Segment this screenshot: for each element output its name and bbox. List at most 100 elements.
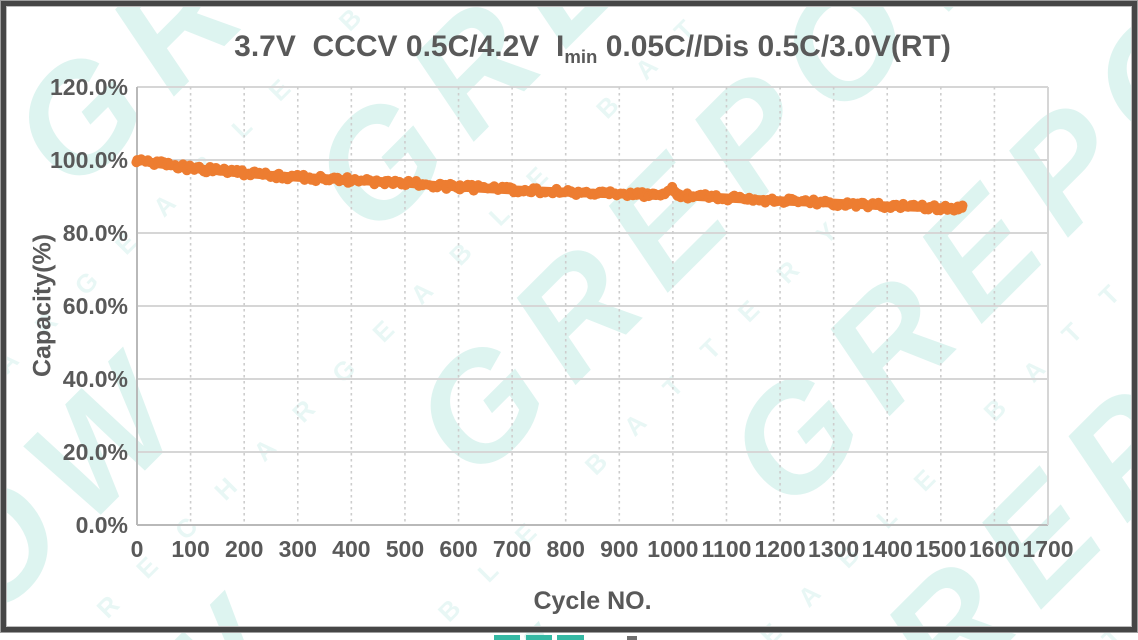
data-point [371, 175, 382, 186]
data-point [379, 179, 390, 190]
data-point [858, 197, 869, 208]
data-point [134, 155, 145, 166]
data-point [131, 157, 142, 168]
data-point [459, 182, 469, 193]
data-point [808, 195, 819, 206]
data-point [152, 156, 163, 167]
data-point [403, 175, 414, 186]
data-point [615, 188, 626, 199]
data-point [812, 199, 822, 210]
data-point [504, 182, 515, 193]
data-point [940, 200, 951, 211]
y-tick-label: 20.0% [62, 439, 128, 465]
data-point [767, 193, 778, 204]
x-tick-label: 200 [224, 536, 264, 562]
data-point [730, 192, 741, 203]
data-point [172, 163, 183, 174]
watermark-brand-text: GREPOW [0, 559, 329, 640]
data-point [184, 160, 195, 171]
chart-title-pre: 3.7V CCCV 0.5C/4.2V I [234, 30, 565, 63]
data-point [243, 168, 254, 179]
watermark-brand-text: GREPOW [752, 129, 1138, 640]
logo-letter-top [494, 635, 520, 640]
watermark-tagline-text: R E C H A R G E A B L E B A T T E R Y [0, 0, 292, 504]
data-point [318, 173, 329, 184]
watermark-brand-text: GREPOW [379, 0, 1075, 508]
data-point [317, 173, 328, 183]
data-point [592, 188, 603, 199]
watermark-brand-text: GREPOW [278, 0, 973, 264]
data-point [771, 196, 782, 207]
data-point [251, 168, 262, 179]
data-point [903, 201, 914, 212]
data-point [462, 179, 473, 190]
data-point [717, 194, 728, 205]
data-point [451, 182, 462, 193]
data-point [237, 165, 247, 176]
data-point [166, 160, 176, 171]
data-point [271, 173, 282, 184]
data-point [894, 201, 905, 212]
data-point [265, 172, 276, 182]
data-point [888, 199, 899, 210]
data-point [797, 196, 808, 206]
data-point [321, 175, 332, 186]
data-point [549, 186, 560, 197]
data-point [949, 205, 960, 216]
data-point [700, 189, 711, 200]
data-point [394, 176, 405, 187]
data-point [942, 204, 953, 215]
data-point [437, 179, 448, 190]
y-tick-label: 0.0% [75, 512, 128, 538]
watermark-brand-text: GREPOW [693, 0, 1138, 539]
data-point [693, 190, 703, 201]
data-point [435, 178, 446, 189]
capacity-series [131, 154, 968, 216]
data-point [158, 157, 169, 168]
watermark-brand-text: GREPOW [0, 315, 227, 640]
data-point [454, 180, 465, 191]
data-point [566, 186, 576, 197]
data-point [513, 187, 523, 198]
data-point [924, 202, 935, 212]
data-point [631, 189, 642, 200]
data-point [473, 180, 484, 191]
data-point [515, 186, 526, 197]
data-point [946, 202, 957, 213]
data-point [885, 203, 896, 213]
watermark-tagline-text: R E C H A R G E A B L E B A T T E R Y [79, 205, 854, 640]
data-point [762, 194, 773, 205]
data-point [447, 179, 458, 190]
capacity-series-line [132, 155, 967, 213]
data-point [518, 186, 529, 197]
data-point [345, 176, 356, 187]
watermark-tagline-row: R E C H A R G E A B L E B A T T E R YR E… [757, 0, 1138, 640]
data-point [153, 158, 164, 169]
data-point [254, 167, 265, 178]
watermark-tagline-text: R E C H A R G E A B L E B A T T E R Y [0, 0, 378, 380]
data-point [144, 157, 155, 168]
data-point [380, 176, 391, 186]
x-tick-label: 700 [492, 536, 532, 562]
data-point [547, 188, 558, 199]
data-point [682, 188, 693, 199]
data-point [282, 174, 293, 185]
data-point [618, 188, 629, 199]
data-point [289, 171, 300, 181]
data-point [658, 188, 669, 199]
data-point [667, 181, 678, 192]
data-point [411, 176, 422, 186]
data-point [248, 167, 259, 177]
data-point [353, 176, 364, 187]
data-point [295, 170, 306, 181]
data-point [957, 200, 968, 211]
data-point [793, 197, 804, 208]
data-point [712, 194, 723, 205]
data-point [647, 188, 658, 199]
data-point [540, 187, 551, 198]
data-point [760, 197, 771, 208]
data-point [332, 172, 343, 183]
